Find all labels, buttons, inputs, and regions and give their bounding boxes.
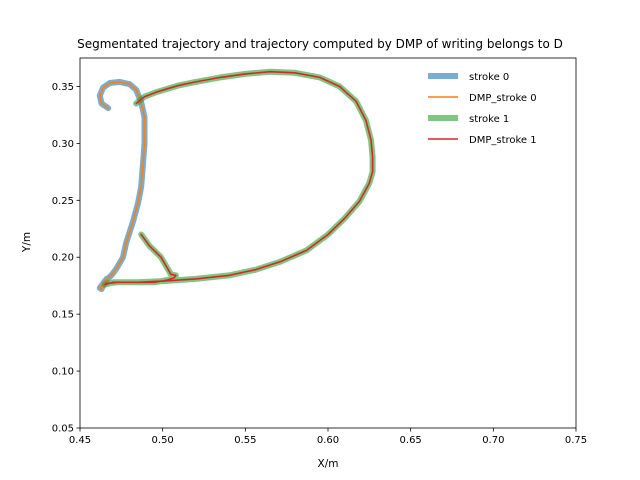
y-tick-label: 0.15 [52, 310, 74, 321]
y-tick-label: 0.25 [52, 196, 74, 207]
x-tick-label: 0.60 [317, 435, 339, 446]
legend-label: stroke 1 [469, 114, 509, 125]
x-tick-label: 0.65 [400, 435, 422, 446]
y-tick-label: 0.20 [52, 253, 74, 264]
x-tick-label: 0.70 [482, 435, 504, 446]
legend-label: stroke 0 [469, 72, 509, 83]
y-tick-label: 0.10 [52, 367, 74, 378]
y-tick-label: 0.05 [52, 424, 74, 435]
y-tick-label: 0.30 [52, 139, 74, 150]
legend-label: DMP_stroke 1 [469, 135, 537, 146]
y-tick-label: 0.35 [52, 82, 74, 93]
x-tick-label: 0.55 [234, 435, 256, 446]
legend-label: DMP_stroke 0 [469, 93, 537, 104]
plot-content [96, 68, 376, 293]
series-line-stroke-1 [101, 68, 376, 288]
legend: stroke 0 DMP_stroke 0 stroke 1 DMP_stroke 1 [428, 72, 537, 146]
x-axis-label: X/m [318, 458, 339, 470]
x-tick-label: 0.50 [152, 435, 174, 446]
x-tick-label: 0.75 [565, 435, 587, 446]
x-tick-label: 0.45 [69, 435, 91, 446]
axes: 0.45 0.50 0.55 0.60 0.65 0.70 0.75 0.05 0.10 0.15… [52, 57, 587, 446]
chart-title: Segmentated trajectory and trajectory co… [77, 37, 563, 51]
series-line-dmp-stroke-0 [99, 81, 146, 290]
y-axis-label: Y/m [21, 232, 33, 253]
series-line-dmp-stroke-1 [104, 70, 374, 286]
